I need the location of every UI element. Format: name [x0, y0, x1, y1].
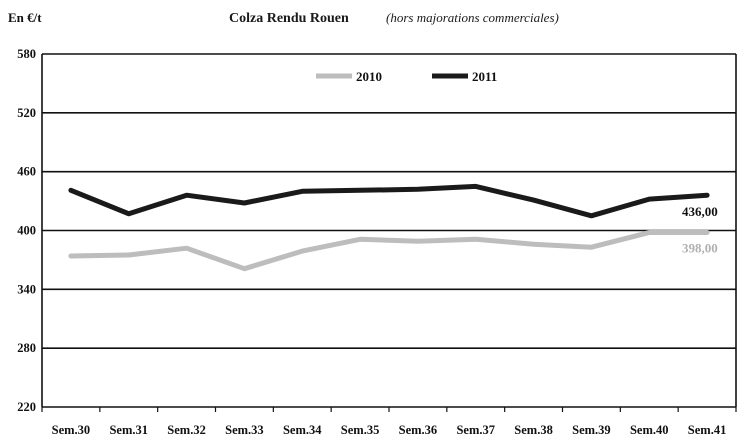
y-tick-labels: 220 280 340 400 460 520 580: [17, 47, 36, 414]
legend-label-2010: 2010: [356, 69, 382, 84]
y-tick-label: 220: [17, 400, 36, 414]
x-tick-label: Sem.38: [514, 423, 553, 437]
x-tick-label: Sem.36: [399, 423, 438, 437]
y-tick-label: 520: [17, 106, 36, 120]
y-tick-label: 460: [17, 165, 36, 179]
x-tick-label: Sem.39: [572, 423, 611, 437]
x-tick-label: Sem.41: [688, 423, 727, 437]
y-tick-label: 340: [17, 282, 36, 296]
data-labels: 398,00 436,00: [682, 204, 718, 255]
y-tick-label: 580: [17, 47, 36, 61]
x-tick-label: Sem.35: [341, 423, 380, 437]
chart-title: Colza Rendu Rouen: [229, 11, 349, 26]
x-tick-labels: Sem.30 Sem.31 Sem.32 Sem.33 Sem.34 Sem.35 Sem.…: [52, 423, 727, 437]
end-label-2011: 436,00: [682, 204, 718, 219]
x-tick-label: Sem.30: [52, 423, 91, 437]
chart-subtitle: (hors majorations commerciales): [386, 10, 559, 25]
y-tick-label: 280: [17, 341, 36, 355]
gridlines: [41, 53, 737, 412]
x-tick-label: Sem.37: [456, 423, 495, 437]
y-tick-label: 400: [17, 224, 36, 238]
legend: 2010 2011: [316, 69, 497, 84]
end-label-2010: 398,00: [682, 240, 718, 255]
x-tick-label: Sem.32: [167, 423, 206, 437]
y-axis-label: En €/t: [8, 10, 42, 25]
x-tick-label: Sem.31: [109, 423, 148, 437]
x-tick-label: Sem.34: [283, 423, 322, 437]
x-tick-label: Sem.33: [225, 423, 264, 437]
legend-label-2011: 2011: [472, 69, 497, 84]
x-tick-label: Sem.40: [630, 423, 669, 437]
series-lines: [68, 183, 710, 272]
series-line-2011: [68, 183, 710, 219]
series-line-2010: [68, 230, 710, 272]
